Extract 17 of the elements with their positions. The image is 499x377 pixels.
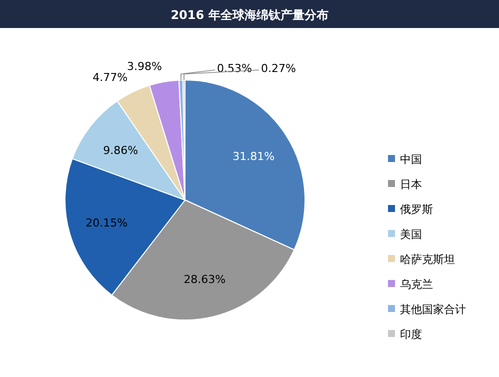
legend-label: 日本	[400, 178, 422, 191]
data-label: 4.77%	[92, 71, 128, 84]
legend-label: 其他国家合计	[400, 303, 466, 316]
data-label: 31.81%	[232, 150, 275, 163]
legend-label: 哈萨克斯坦	[400, 253, 455, 266]
data-label: 0.27%	[261, 62, 296, 75]
legend-label: 印度	[400, 328, 422, 341]
data-label: 28.63%	[184, 273, 226, 286]
legend-label: 乌克兰	[400, 278, 433, 291]
legend-label: 中国	[400, 153, 422, 166]
legend-label: 俄罗斯	[400, 203, 433, 216]
legend-label: 美国	[400, 228, 422, 241]
data-label: 0.53%	[217, 62, 252, 75]
data-label: 3.98%	[127, 60, 162, 74]
data-label: 20.15%	[86, 216, 128, 230]
data-label: 9.86%	[103, 144, 138, 157]
chart-title: 2016 年全球海绵钛产量分布	[170, 8, 328, 22]
